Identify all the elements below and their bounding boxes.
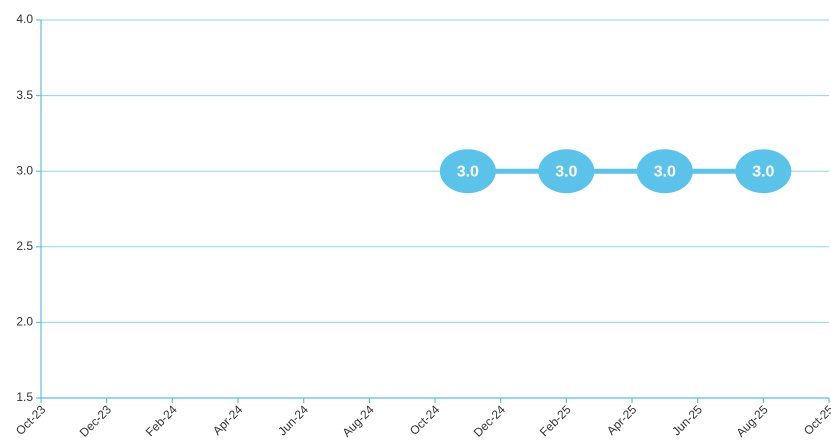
x-tick-label: Aug-24 (339, 402, 376, 439)
x-tick-label: Dec-23 (77, 402, 114, 439)
x-tick-label: Oct-23 (13, 402, 49, 438)
y-tick-label: 3.5 (16, 88, 33, 102)
y-tick-label: 3.0 (16, 163, 33, 177)
x-tick-label: Apr-24 (210, 402, 246, 438)
data-label: 3.0 (555, 163, 577, 180)
point (538, 149, 595, 194)
x-tick-label: Feb-24 (143, 402, 180, 439)
y-tick-label: 1.5 (16, 390, 33, 404)
y-tick-label: 2.5 (16, 239, 33, 253)
x-tick-label: Oct-25 (801, 402, 831, 438)
x-tick-label: Aug-25 (733, 402, 770, 439)
x-tick-label: Apr-25 (604, 402, 640, 438)
data-label: 3.0 (752, 163, 774, 180)
x-tick-label: Jun-25 (669, 402, 705, 438)
point (735, 149, 792, 194)
point (439, 149, 496, 194)
x-tick-label: Jun-24 (275, 402, 311, 438)
x-tick-label: Oct-24 (407, 402, 443, 438)
data-label: 3.0 (654, 163, 676, 180)
x-tick-label: Dec-24 (471, 402, 508, 439)
point (636, 149, 693, 194)
data-label: 3.0 (457, 163, 479, 180)
y-tick-label: 4.0 (16, 12, 33, 26)
x-tick-label: Feb-25 (537, 402, 574, 439)
y-tick-label: 2.0 (16, 315, 33, 329)
